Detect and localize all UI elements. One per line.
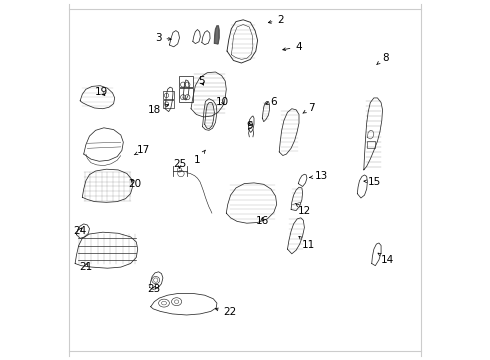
Text: 9: 9 — [247, 121, 253, 131]
Text: 4: 4 — [283, 42, 302, 52]
Text: 22: 22 — [216, 307, 237, 318]
Bar — [163, 100, 174, 108]
Text: 25: 25 — [173, 159, 186, 169]
Text: 23: 23 — [147, 284, 161, 294]
Text: 17: 17 — [134, 145, 150, 156]
Text: 16: 16 — [256, 216, 269, 226]
Text: 10: 10 — [216, 96, 229, 107]
Polygon shape — [215, 26, 219, 44]
Text: 8: 8 — [377, 53, 389, 64]
Text: 6: 6 — [266, 96, 277, 107]
Text: 18: 18 — [148, 104, 169, 115]
Text: 12: 12 — [295, 203, 312, 216]
Text: 15: 15 — [364, 177, 381, 187]
Text: 21: 21 — [79, 262, 93, 272]
Bar — [368, 141, 375, 148]
Text: 5: 5 — [198, 76, 204, 86]
Text: 14: 14 — [378, 253, 394, 265]
Text: 2: 2 — [269, 15, 284, 25]
Bar — [179, 76, 193, 87]
Text: 13: 13 — [310, 171, 328, 181]
Text: 11: 11 — [299, 237, 315, 250]
Bar — [179, 88, 193, 102]
Text: 20: 20 — [128, 179, 141, 189]
Text: 7: 7 — [303, 103, 315, 113]
Text: 19: 19 — [95, 87, 108, 97]
Bar — [163, 91, 174, 99]
Text: 1: 1 — [194, 150, 205, 165]
Text: 24: 24 — [73, 226, 86, 236]
Text: 3: 3 — [155, 33, 171, 43]
